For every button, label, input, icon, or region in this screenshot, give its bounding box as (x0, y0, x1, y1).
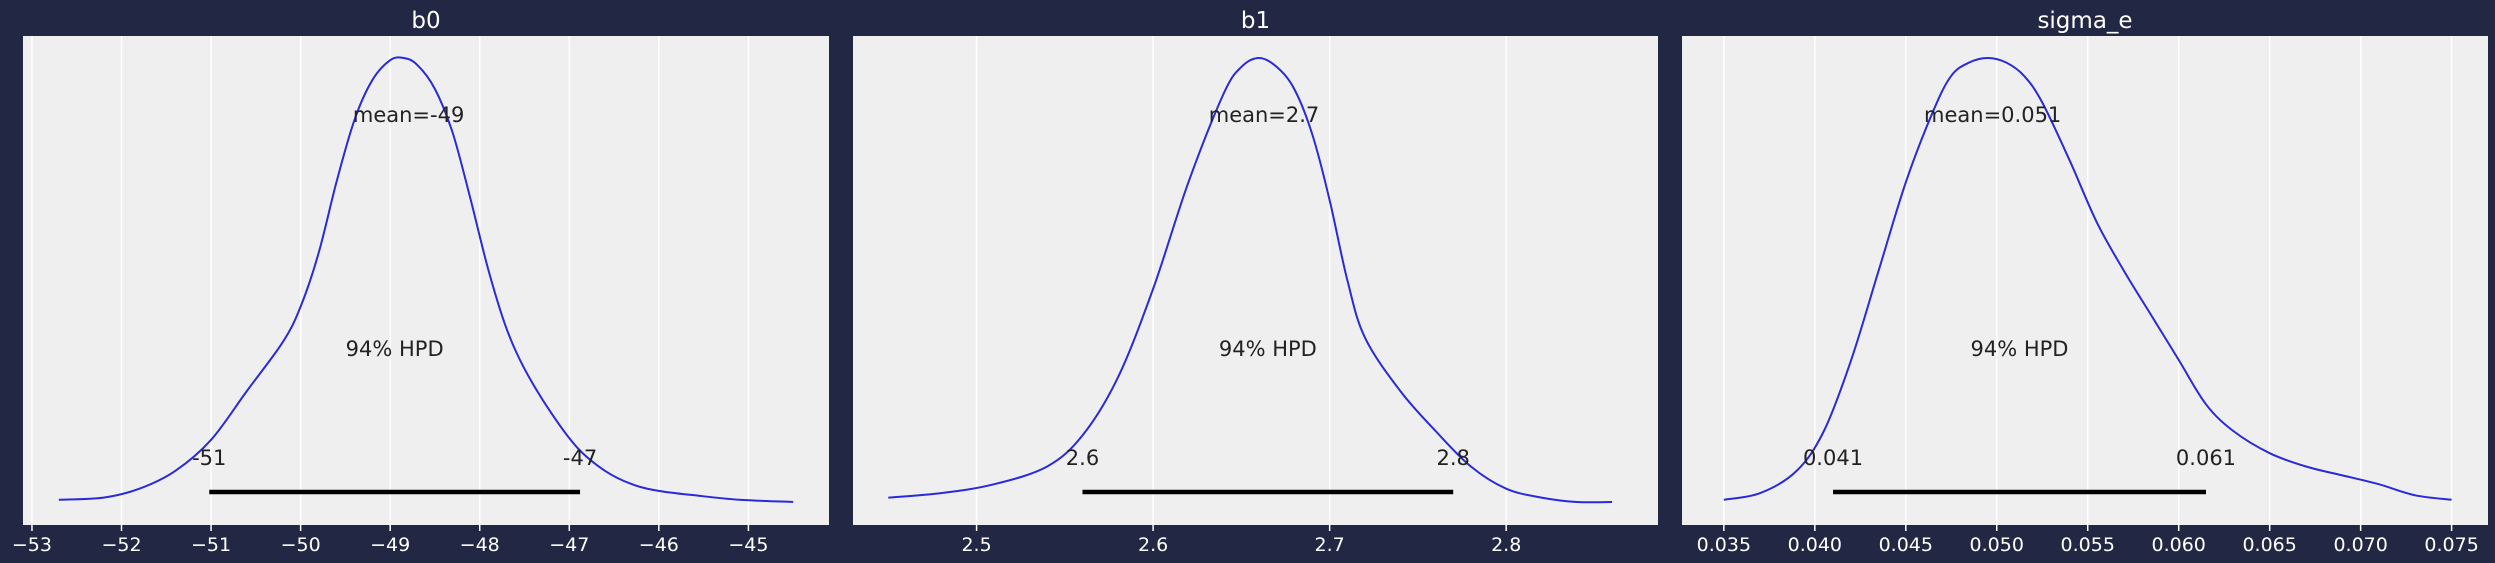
x-tick-label: −50 (281, 534, 321, 556)
x-tick-label: 2.6 (1138, 534, 1168, 556)
hpd-label: 94% HPD (346, 337, 444, 361)
x-tick-label: −51 (191, 534, 231, 556)
panel-title: b0 (411, 8, 440, 34)
x-tick-label: 0.065 (2242, 534, 2296, 556)
x-tick-label: 0.050 (1970, 534, 2024, 556)
x-tick-label: 2.7 (1315, 534, 1345, 556)
x-tick-label: −48 (460, 534, 500, 556)
x-tick-label: 0.060 (2151, 534, 2205, 556)
density-curve (888, 56, 1613, 504)
hpd-lower-label: 2.6 (1066, 446, 1099, 470)
mean-label: mean=0.051 (1924, 103, 2061, 127)
x-tick-label: 0.075 (2424, 534, 2478, 556)
mean-label: mean=2.7 (1209, 103, 1320, 127)
plot-background (23, 36, 829, 525)
panel-title: b1 (1241, 8, 1270, 34)
panel-b0: b0 −53 −52 −51 −50 −49 −48 −47 −46 −45 -51 -47 94% H… (12, 8, 829, 556)
x-tick-label: −49 (370, 534, 410, 556)
panel-b1: b1 2.5 2.6 2.7 2.8 2.6 2.8 94% HPD mean=2.7 (853, 8, 1658, 556)
hpd-label: 94% HPD (1219, 337, 1317, 361)
hpd-upper-label: 2.8 (1437, 446, 1470, 470)
x-tick-label: −45 (728, 534, 768, 556)
panel-sigma_e: sigma_e 0.035 0.040 0.045 0.050 0.055 0.060 0.0… (1682, 8, 2488, 556)
hpd-label: 94% HPD (1971, 337, 2069, 361)
density-curve (58, 56, 794, 503)
panel-title: sigma_e (2037, 8, 2132, 34)
x-tick-label: 2.8 (1491, 534, 1521, 556)
x-tick-label: −52 (101, 534, 141, 556)
hpd-upper-label: -47 (563, 446, 597, 470)
x-tick-label: −46 (639, 534, 679, 556)
x-tick-label: 0.070 (2333, 534, 2387, 556)
x-tick-label: 2.5 (961, 534, 991, 556)
x-tick-label: 0.045 (1879, 534, 1933, 556)
x-tick-label: −53 (12, 534, 52, 556)
hpd-lower-label: -51 (192, 446, 226, 470)
x-tick-label: 0.040 (1788, 534, 1842, 556)
plot-background (853, 36, 1658, 525)
density-curve (1723, 56, 2452, 501)
x-tick-label: 0.035 (1697, 534, 1751, 556)
x-tick-label: 0.055 (2061, 534, 2115, 556)
x-tick-label: −47 (549, 534, 589, 556)
hpd-upper-label: 0.061 (2176, 446, 2236, 470)
mean-label: mean=-49 (353, 103, 464, 127)
hpd-lower-label: 0.041 (1803, 446, 1863, 470)
